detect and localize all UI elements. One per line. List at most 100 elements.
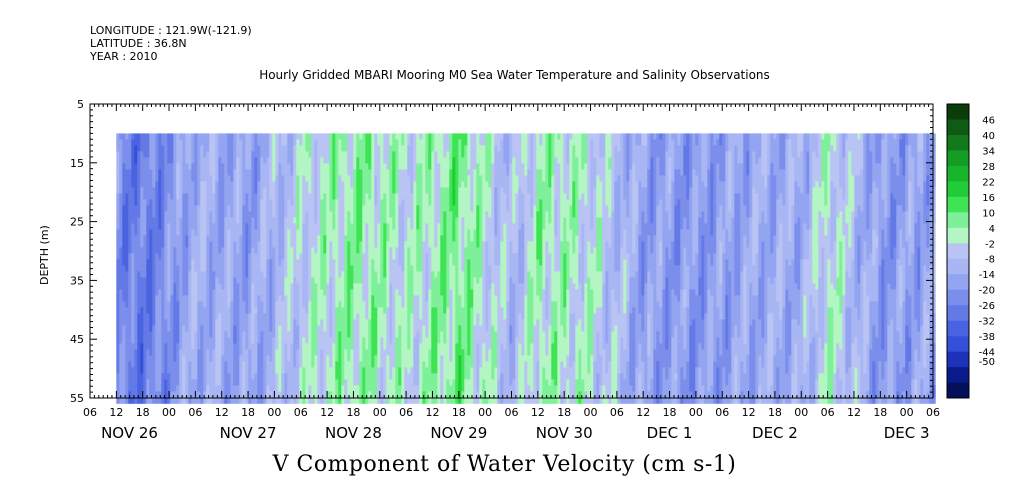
- heatmap-cell: [122, 307, 126, 314]
- heatmap-cell: [296, 271, 300, 278]
- heatmap-cell: [266, 313, 270, 320]
- heatmap-cell: [389, 151, 393, 158]
- heatmap-cell: [221, 247, 225, 254]
- heatmap-cell: [209, 361, 213, 368]
- heatmap-cell: [380, 157, 384, 164]
- heatmap-cell: [377, 169, 381, 176]
- heatmap-cell: [338, 175, 342, 182]
- heatmap-cell: [128, 211, 132, 218]
- heatmap-cell: [236, 361, 240, 368]
- heatmap-cell: [287, 301, 291, 308]
- heatmap-cell: [176, 277, 180, 284]
- heatmap-cell: [308, 331, 312, 338]
- heatmap-cell: [152, 349, 156, 356]
- heatmap-cell: [191, 205, 195, 212]
- heatmap-cell: [218, 337, 222, 344]
- heatmap-cell: [212, 277, 216, 284]
- heatmap-cell: [431, 265, 435, 272]
- heatmap-cell: [215, 355, 219, 362]
- heatmap-cell: [308, 283, 312, 290]
- heatmap-cell: [260, 301, 264, 308]
- heatmap-cell: [206, 151, 210, 158]
- heatmap-cell: [248, 265, 252, 272]
- heatmap-cell: [380, 247, 384, 254]
- heatmap-cell: [332, 211, 336, 218]
- heatmap-cell: [131, 301, 135, 308]
- heatmap-cell: [302, 205, 306, 212]
- heatmap-cell: [398, 211, 402, 218]
- heatmap-cell: [365, 379, 369, 386]
- heatmap-cell: [155, 187, 159, 194]
- heatmap-cell: [359, 385, 363, 392]
- heatmap-cell: [122, 259, 126, 266]
- heatmap-cell: [395, 175, 399, 182]
- heatmap-cell: [209, 253, 213, 260]
- heatmap-cell: [161, 151, 165, 158]
- heatmap-cell: [200, 295, 204, 302]
- heatmap-cell: [413, 229, 417, 236]
- heatmap-cell: [419, 133, 423, 140]
- heatmap-cell: [326, 163, 330, 170]
- heatmap-cell: [419, 367, 423, 374]
- heatmap-cell: [428, 325, 432, 332]
- heatmap-cell: [131, 253, 135, 260]
- heatmap-cell: [179, 301, 183, 308]
- heatmap-cell: [323, 289, 327, 296]
- heatmap-cell: [116, 193, 120, 200]
- heatmap-cell: [203, 289, 207, 296]
- heatmap-cell: [422, 277, 426, 284]
- heatmap-cell: [404, 247, 408, 254]
- heatmap-cell: [230, 337, 234, 344]
- heatmap-cell: [299, 307, 303, 314]
- heatmap-cell: [194, 391, 198, 398]
- heatmap-cell: [344, 199, 348, 206]
- heatmap-cell: [437, 271, 441, 278]
- heatmap-cell: [272, 337, 276, 344]
- heatmap-cell: [332, 229, 336, 236]
- heatmap-cell: [401, 373, 405, 380]
- heatmap-cell: [227, 277, 231, 284]
- heatmap-cell: [245, 265, 249, 272]
- heatmap-cell: [299, 187, 303, 194]
- heatmap-cell: [344, 373, 348, 380]
- heatmap-cell: [305, 133, 309, 140]
- heatmap-cell: [242, 391, 246, 398]
- heatmap-cell: [206, 337, 210, 344]
- heatmap-cell: [335, 139, 339, 146]
- heatmap-cell: [221, 223, 225, 230]
- heatmap-cell: [374, 373, 378, 380]
- heatmap-cell: [272, 367, 276, 374]
- heatmap-cell: [416, 163, 420, 170]
- heatmap-cell: [287, 361, 291, 368]
- heatmap-cell: [143, 379, 147, 386]
- heatmap-cell: [341, 151, 345, 158]
- heatmap-cell: [116, 217, 120, 224]
- heatmap-cell: [446, 247, 450, 254]
- heatmap-cell: [182, 277, 186, 284]
- heatmap-cell: [440, 229, 444, 236]
- heatmap-cell: [308, 391, 312, 398]
- heatmap-cell: [329, 385, 333, 392]
- heatmap-cell: [323, 139, 327, 146]
- heatmap-cell: [119, 283, 123, 290]
- heatmap-cell: [137, 277, 141, 284]
- heatmap-cell: [281, 133, 285, 140]
- heatmap-cell: [284, 133, 288, 140]
- heatmap-cell: [161, 331, 165, 338]
- heatmap-cell: [419, 385, 423, 392]
- heatmap-cell: [404, 397, 408, 404]
- heatmap-cell: [119, 373, 123, 380]
- heatmap-cell: [215, 295, 219, 302]
- heatmap-cell: [215, 145, 219, 152]
- heatmap-cell: [209, 157, 213, 164]
- heatmap-cell: [350, 385, 354, 392]
- heatmap-cell: [290, 217, 294, 224]
- heatmap-cell: [227, 247, 231, 254]
- heatmap-cell: [338, 229, 342, 236]
- heatmap-cell: [419, 169, 423, 176]
- heatmap-cell: [296, 181, 300, 188]
- heatmap-cell: [437, 133, 441, 140]
- heatmap-cell: [302, 283, 306, 290]
- heatmap-cell: [197, 331, 201, 338]
- heatmap-cell: [413, 265, 417, 272]
